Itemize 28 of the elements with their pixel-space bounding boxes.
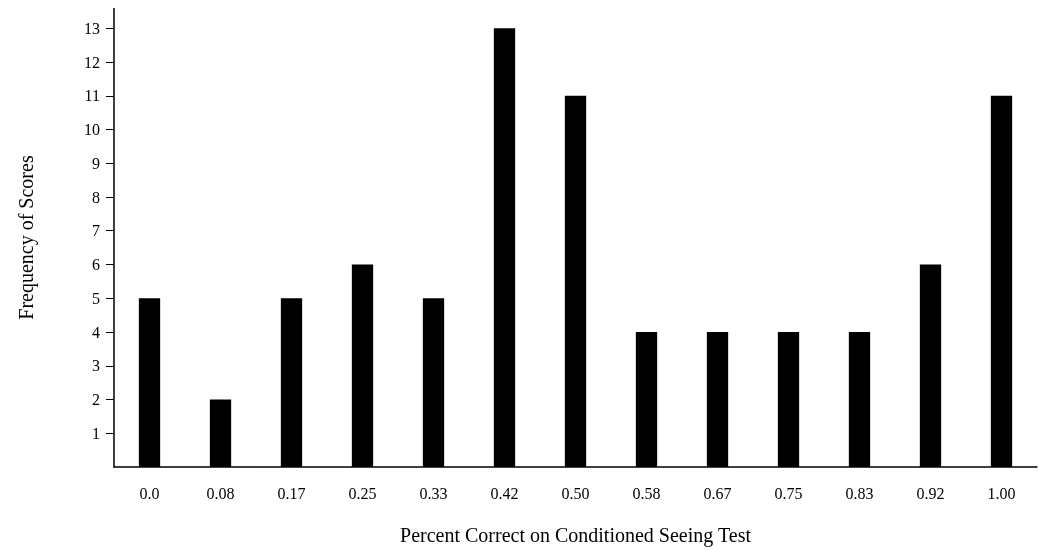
x-tick-label: 0.83: [845, 484, 874, 502]
y-tick-label: 9: [92, 154, 100, 172]
y-tick-label: 3: [92, 357, 100, 375]
x-tick-label: 0.17: [277, 484, 306, 502]
x-tick-label: 0.58: [632, 484, 661, 502]
y-tick-label: 6: [92, 256, 100, 273]
y-tick-label: 2: [92, 391, 100, 408]
x-tick-label: 0.33: [419, 484, 448, 502]
y-tick-label: 11: [84, 87, 100, 105]
x-tick-label: 0.50: [561, 484, 590, 502]
y-tick-label: 1: [92, 424, 100, 442]
y-tick-label: 5: [92, 289, 100, 307]
x-tick-label: 0.67: [703, 484, 732, 502]
x-tick-label: 0.42: [490, 484, 519, 502]
x-tick-label: 1.00: [987, 484, 1016, 502]
y-tick-label: 8: [92, 188, 100, 206]
y-tick-label: 7: [92, 222, 100, 240]
y-tick-label: 10: [84, 121, 100, 138]
x-tick-label: 0.25: [348, 484, 377, 502]
x-tick-label: 0.08: [206, 484, 235, 502]
y-axis-title: Frequency of Scores: [15, 155, 38, 320]
x-tick-label: 0.0: [139, 484, 160, 502]
x-axis-title: Percent Correct on Conditioned Seeing Test: [400, 524, 752, 547]
y-tick-label: 13: [84, 19, 100, 37]
y-tick-label: 12: [84, 53, 100, 71]
x-tick-label: 0.75: [774, 484, 803, 502]
x-tick-label: 0.92: [916, 484, 945, 502]
y-tick-label: 4: [92, 323, 100, 341]
